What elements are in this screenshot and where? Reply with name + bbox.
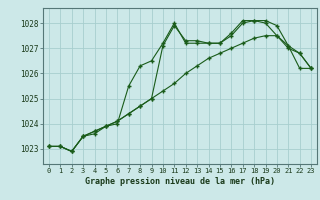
- X-axis label: Graphe pression niveau de la mer (hPa): Graphe pression niveau de la mer (hPa): [85, 177, 275, 186]
